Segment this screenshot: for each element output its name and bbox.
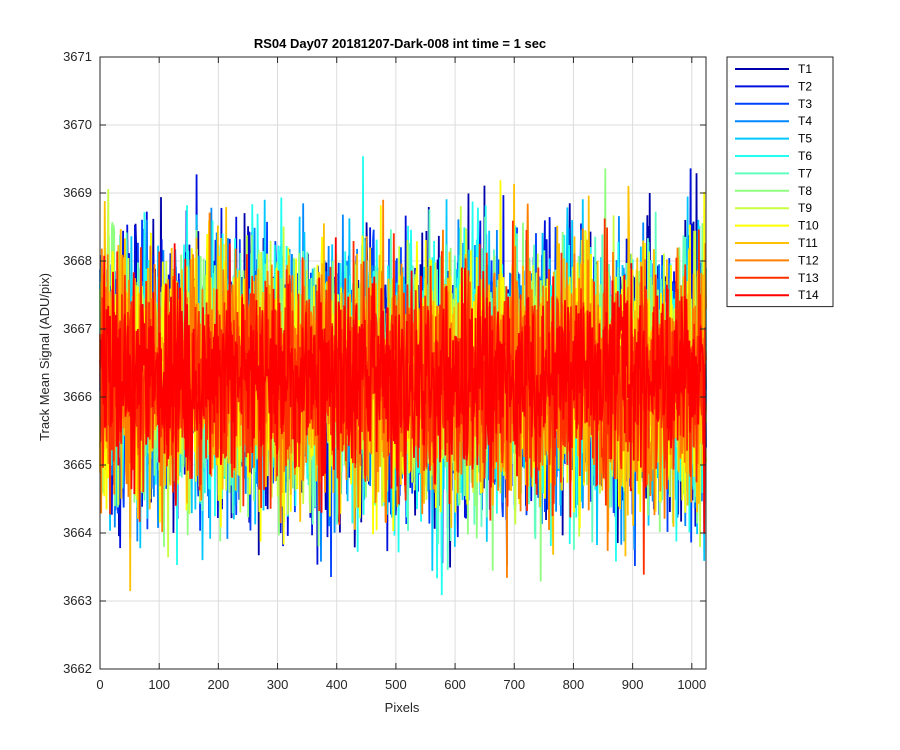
x-tick-label: 600 (444, 677, 466, 692)
legend-item-t11: T11 (735, 236, 818, 250)
legend-box (726, 56, 834, 308)
y-axis-label: Track Mean Signal (ADU/pix) (37, 273, 52, 441)
y-tick-label: 3663 (63, 593, 92, 608)
legend-label: T14 (798, 288, 819, 302)
axes-box (99, 56, 707, 670)
legend-item-t12: T12 (735, 253, 819, 267)
chart-title: RS04 Day07 20181207-Dark-008 int time = … (254, 36, 546, 51)
legend-item-t6: T6 (735, 149, 812, 163)
legend-label: T9 (798, 201, 812, 215)
legend-item-t4: T4 (735, 114, 812, 128)
legend-label: T4 (798, 114, 812, 128)
y-tick-label: 3664 (63, 525, 92, 540)
legend-item-t14: T14 (735, 288, 819, 302)
legend-item-t9: T9 (735, 201, 812, 215)
x-tick-label: 100 (148, 677, 170, 692)
y-tick-label: 3668 (63, 253, 92, 268)
x-tick-label: 500 (385, 677, 407, 692)
x-tick-label: 0 (96, 677, 103, 692)
legend-label: T2 (798, 79, 812, 93)
legend-item-t5: T5 (735, 132, 812, 146)
x-tick-label: 200 (208, 677, 230, 692)
legend-label: T7 (798, 166, 812, 180)
y-tick-label: 3670 (63, 117, 92, 132)
legend-item-t10: T10 (735, 219, 819, 233)
legend-item-t2: T2 (735, 79, 812, 93)
legend-label: T1 (798, 62, 812, 76)
legend-label: T5 (798, 132, 812, 146)
series-line-t14 (99, 237, 707, 534)
plot-area: 0 100 200 300 400 500 600 700 800 900 1000 3662 3663… (63, 49, 707, 692)
legend-label: T3 (798, 97, 812, 111)
x-tick-label: 700 (503, 677, 525, 692)
y-tick-label: 3671 (63, 49, 92, 64)
x-tick-label: 800 (563, 677, 585, 692)
y-tick-label: 3665 (63, 457, 92, 472)
legend: T1 T2 T3 T4 T5 T6 T7 T8 T9 T10 T11 T12 T13 T14 (726, 56, 834, 308)
ticks: 0 100 200 300 400 500 600 700 800 900 1000 3662 3663… (63, 49, 706, 692)
y-tick-label: 3669 (63, 185, 92, 200)
legend-label: T13 (798, 271, 819, 285)
legend-items: T1 T2 T3 T4 T5 T6 T7 T8 T9 T10 T11 T12 T13 T14 (735, 62, 819, 302)
series-layer (99, 156, 707, 596)
legend-label: T10 (798, 219, 819, 233)
x-tick-label: 1000 (677, 677, 706, 692)
x-tick-label: 300 (267, 677, 289, 692)
legend-item-t1: T1 (735, 62, 812, 76)
x-tick-label: 400 (326, 677, 348, 692)
legend-label: T8 (798, 184, 812, 198)
legend-label: T12 (798, 253, 819, 267)
y-tick-label: 3662 (63, 661, 92, 676)
legend-item-t8: T8 (735, 184, 812, 198)
y-tick-label: 3666 (63, 389, 92, 404)
legend-label: T11 (798, 236, 818, 250)
x-tick-label: 900 (622, 677, 644, 692)
legend-label: T6 (798, 149, 812, 163)
legend-item-t13: T13 (735, 271, 819, 285)
legend-item-t7: T7 (735, 166, 812, 180)
legend-item-t3: T3 (735, 97, 812, 111)
x-axis-label: Pixels (385, 700, 420, 715)
y-tick-label: 3667 (63, 321, 92, 336)
